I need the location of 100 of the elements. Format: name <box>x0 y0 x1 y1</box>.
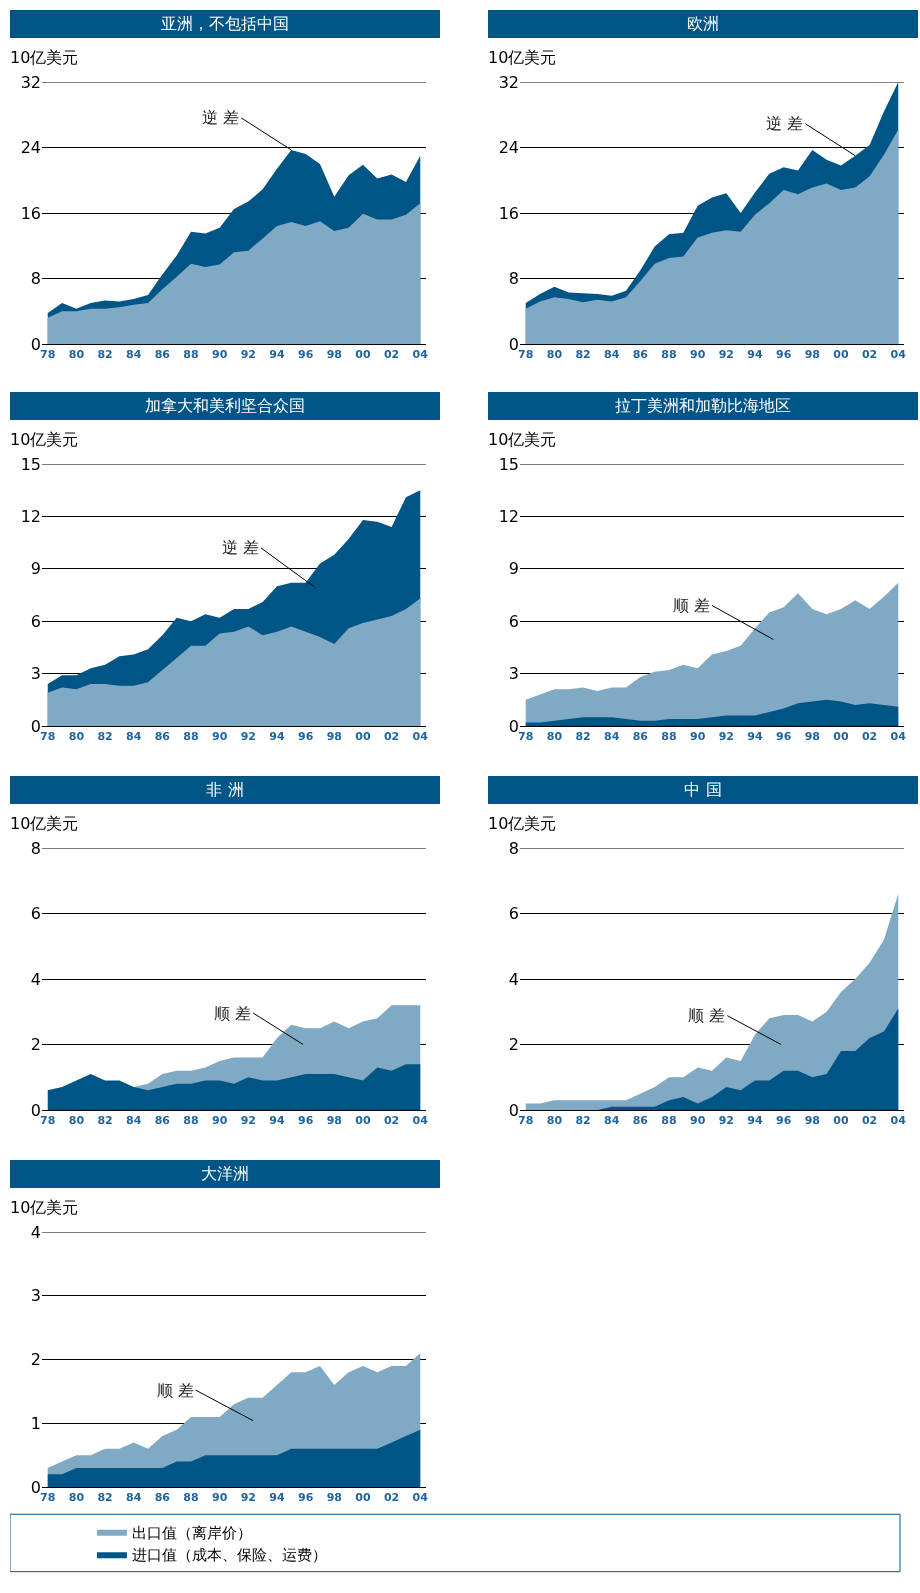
x-tick-label: 98 <box>326 348 342 362</box>
annotation: 顺 差 <box>157 1381 195 1400</box>
legend-label: 进口值（成本、保险、运费） <box>131 1544 327 1565</box>
y-tick-label: 8 <box>508 838 519 858</box>
x-tick-label: 04 <box>412 1114 429 1128</box>
y-tick-label: 4 <box>30 1222 41 1242</box>
x-tick-label: 00 <box>355 730 371 744</box>
y-tick-label: 6 <box>508 611 519 631</box>
x-tick-label: 78 <box>518 730 534 744</box>
x-tick-label: 90 <box>690 348 706 362</box>
x-tick-label: 96 <box>297 348 314 362</box>
y-axis-title: 10亿美元 <box>488 814 558 834</box>
x-tick-label: 04 <box>412 1491 429 1505</box>
y-tick-label: 16 <box>20 203 41 223</box>
x-tick-label: 82 <box>97 730 113 744</box>
x-tick-label: 98 <box>326 730 342 744</box>
x-tick-label: 90 <box>690 730 706 744</box>
x-tick-label: 82 <box>97 1491 113 1505</box>
annotation: 顺 差 <box>214 1004 252 1023</box>
y-tick-label: 6 <box>30 611 41 631</box>
y-tick-label: 3 <box>30 1286 41 1306</box>
x-tick-label: 80 <box>68 1114 85 1128</box>
x-tick-label: 94 <box>269 730 285 744</box>
x-tick-label: 86 <box>632 1114 649 1128</box>
x-tick-label: 88 <box>661 348 677 362</box>
x-tick-label: 04 <box>412 348 429 362</box>
x-tick-label: 00 <box>833 730 849 744</box>
annotation: 顺 差 <box>688 1006 726 1025</box>
x-tick-label: 86 <box>154 1491 171 1505</box>
chart-title: 亚洲，不包括中国 <box>10 10 440 38</box>
x-tick-label: 94 <box>269 1114 285 1128</box>
x-tick-label: 96 <box>775 730 792 744</box>
y-tick-label: 32 <box>20 72 41 92</box>
y-tick-label: 9 <box>508 559 519 579</box>
x-tick-label: 94 <box>747 730 763 744</box>
x-tick-label: 02 <box>861 730 878 744</box>
y-tick-label: 12 <box>20 507 41 526</box>
x-tick-label: 94 <box>747 1114 763 1128</box>
x-tick-label: 86 <box>632 348 649 362</box>
y-tick-label: 15 <box>20 454 41 474</box>
x-tick-label: 00 <box>833 348 849 362</box>
x-tick-label: 84 <box>604 730 620 744</box>
x-tick-label: 82 <box>97 1114 113 1128</box>
x-tick-label: 96 <box>297 730 314 744</box>
y-axis-title: 10亿美元 <box>10 48 80 68</box>
x-tick-label: 98 <box>804 348 820 362</box>
x-tick-label: 98 <box>326 1491 342 1505</box>
y-tick-label: 0 <box>30 334 41 354</box>
x-tick-label: 02 <box>383 1114 400 1128</box>
y-tick-label: 9 <box>30 559 41 579</box>
x-tick-label: 04 <box>890 348 907 362</box>
x-tick-label: 00 <box>355 1114 371 1128</box>
y-tick-label: 0 <box>508 1100 519 1120</box>
chart-title: 中 国 <box>488 776 918 804</box>
x-tick-label: 02 <box>861 1114 878 1128</box>
chart-title: 非 洲 <box>10 776 440 804</box>
x-tick-label: 80 <box>68 348 85 362</box>
x-tick-label: 92 <box>240 1114 256 1128</box>
x-tick-label: 92 <box>240 1491 256 1505</box>
x-tick-label: 00 <box>833 1114 849 1128</box>
x-tick-label: 80 <box>546 348 563 362</box>
x-tick-label: 98 <box>804 730 820 744</box>
x-tick-label: 88 <box>661 730 677 744</box>
x-tick-label: 94 <box>269 1491 285 1505</box>
y-axis-title: 10亿美元 <box>488 48 558 68</box>
y-tick-label: 3 <box>508 664 519 684</box>
y-tick-label: 2 <box>30 1350 41 1370</box>
y-tick-label: 0 <box>508 716 519 736</box>
x-tick-label: 96 <box>297 1114 314 1128</box>
y-tick-label: 0 <box>508 334 519 354</box>
x-tick-label: 82 <box>97 348 113 362</box>
x-tick-label: 78 <box>40 348 56 362</box>
x-tick-label: 92 <box>240 348 256 362</box>
y-axis-title: 10亿美元 <box>10 814 80 834</box>
annotation: 顺 差 <box>673 596 711 615</box>
y-tick-label: 15 <box>498 454 519 474</box>
y-tick-label: 2 <box>30 1035 41 1055</box>
y-axis-title: 10亿美元 <box>10 1198 80 1218</box>
y-tick-label: 6 <box>508 904 519 924</box>
x-tick-label: 96 <box>775 348 792 362</box>
x-tick-label: 80 <box>546 1114 563 1128</box>
y-tick-label: 16 <box>498 203 519 223</box>
x-tick-label: 84 <box>126 730 142 744</box>
x-tick-label: 04 <box>890 730 907 744</box>
x-tick-label: 78 <box>518 348 534 362</box>
x-tick-label: 96 <box>775 1114 792 1128</box>
legend-label: 出口值（离岸价） <box>131 1521 252 1542</box>
x-tick-label: 98 <box>326 1114 342 1128</box>
y-tick-label: 4 <box>30 969 41 989</box>
y-tick-label: 0 <box>30 1100 41 1120</box>
x-tick-label: 02 <box>383 348 400 362</box>
y-tick-label: 32 <box>498 72 519 92</box>
x-tick-label: 84 <box>126 348 142 362</box>
x-tick-label: 00 <box>355 348 371 362</box>
x-tick-label: 78 <box>40 730 56 744</box>
x-tick-label: 80 <box>546 730 563 744</box>
x-tick-label: 90 <box>212 1114 228 1128</box>
x-tick-label: 90 <box>690 1114 706 1128</box>
x-tick-label: 86 <box>154 1114 171 1128</box>
x-tick-label: 80 <box>68 1491 85 1505</box>
